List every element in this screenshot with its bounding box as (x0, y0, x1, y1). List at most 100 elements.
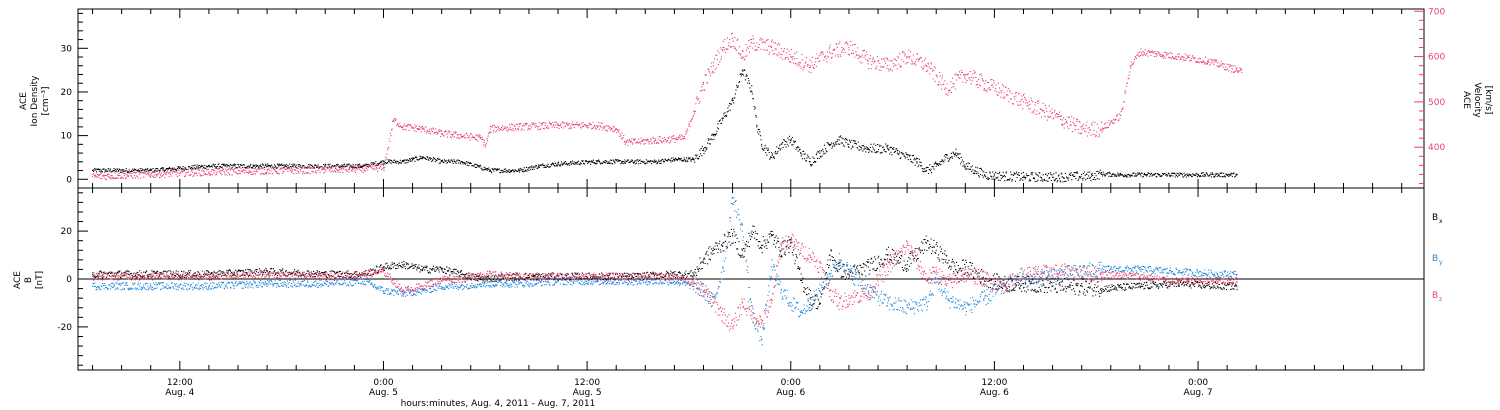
data-point-velocity-44 (1061, 119, 1063, 121)
series-Bz (91, 233, 1238, 331)
data-point-density-11 (460, 161, 462, 163)
data-point-Bz-49 (1236, 280, 1238, 282)
data-point-Bx-8 (421, 268, 423, 270)
data-point-Bx-29 (809, 297, 811, 299)
data-point-Bx-25 (770, 235, 773, 237)
data-point-Bx-40 (955, 268, 957, 270)
data-point-density-50 (993, 175, 996, 177)
data-point-density-15 (557, 163, 559, 165)
data-point-By-47 (1139, 268, 1141, 270)
data-point-Bz-7 (402, 290, 404, 292)
data-point-density-56 (1158, 174, 1160, 176)
data-point-By-36 (906, 307, 908, 309)
data-point-By-27 (790, 302, 792, 304)
data-point-Bx-47 (1139, 285, 1141, 287)
data-point-velocity-23 (702, 83, 705, 85)
data-point-Bx-49 (1216, 285, 1218, 287)
data-point-Bz-21 (732, 326, 734, 328)
x-axis-title: hours:minutes, Aug. 4, 2011 - Aug. 7, 20… (401, 399, 596, 409)
data-point-By-12 (518, 283, 520, 285)
data-point-density-41 (906, 156, 908, 158)
density-y-tick-label: 20 (61, 88, 73, 98)
data-point-velocity-11 (460, 135, 462, 137)
data-point-By-15 (635, 280, 637, 282)
data-point-density-30 (780, 143, 782, 145)
data-point-velocity-40 (984, 83, 986, 85)
data-point-density-29 (770, 156, 773, 158)
x-tick-label-time: 12:00 (981, 378, 1007, 388)
data-point-density-18 (654, 161, 656, 163)
b-axis-label-line1: ACE (13, 271, 23, 289)
bottom-panel-data (78, 197, 1424, 346)
data-point-Bz-26 (780, 242, 782, 244)
series-density (91, 69, 1238, 183)
data-point-velocity-43 (1042, 110, 1044, 112)
data-point-velocity-31 (809, 65, 811, 67)
data-point-velocity-9 (421, 128, 423, 130)
data-point-Bx-6 (382, 266, 385, 268)
legend-bz: B z (1432, 291, 1442, 303)
data-point-density-53 (1090, 175, 1092, 177)
data-point-Bz-43 (1022, 273, 1025, 275)
data-point-velocity-51 (1207, 60, 1209, 62)
data-point-density-26 (751, 91, 753, 93)
x-tick-label-date: Aug. 4 (165, 388, 194, 398)
data-point-velocity-6 (382, 167, 385, 169)
data-point-Bz-47 (1178, 280, 1180, 282)
data-point-Bz-44 (1061, 271, 1063, 273)
data-point-By-31 (828, 273, 831, 275)
data-point-density-14 (538, 165, 540, 167)
data-point-By-1 (150, 285, 152, 287)
data-point-density-4 (324, 165, 326, 167)
data-point-Bz-46 (1139, 276, 1141, 278)
data-point-Bx-20 (722, 242, 724, 244)
data-point-velocity-14 (489, 128, 491, 130)
data-point-density-12 (489, 169, 491, 172)
data-point-Bz-38 (935, 271, 937, 273)
data-point-density-40 (896, 152, 899, 154)
data-point-Bz-15 (635, 276, 637, 278)
data-point-density-20 (693, 159, 695, 161)
x-tick-label-time: 0:00 (373, 378, 393, 388)
data-point-velocity-13 (484, 144, 486, 146)
data-point-velocity-37 (925, 65, 928, 67)
data-point-Bx-36 (906, 264, 908, 266)
data-point-By-44 (1022, 278, 1025, 280)
data-point-By-11 (479, 283, 481, 285)
data-point-density-24 (732, 100, 734, 102)
data-point-velocity-29 (770, 46, 773, 49)
data-point-density-3 (266, 165, 268, 167)
data-point-density-55 (1119, 174, 1122, 176)
legend-by-subscript: y (1439, 259, 1443, 266)
data-point-velocity-1 (150, 173, 152, 175)
data-point-Bz-30 (819, 266, 821, 268)
data-point-Bx-39 (945, 259, 947, 261)
data-point-Bz-45 (1100, 273, 1102, 275)
data-point-velocity-46 (1100, 128, 1102, 130)
top-panel-data (91, 32, 1243, 183)
data-point-Bz-48 (1216, 280, 1218, 282)
data-point-By-50 (1236, 273, 1238, 275)
data-point-Bx-7 (402, 264, 404, 266)
data-point-Bx-45 (1061, 285, 1063, 287)
data-point-density-10 (441, 161, 443, 163)
data-point-density-33 (809, 161, 811, 163)
data-point-Bz-10 (460, 278, 462, 280)
velocity-y-tick-label: 700 (1428, 7, 1445, 17)
data-point-Bx-27 (790, 242, 792, 244)
data-point-By-45 (1061, 273, 1063, 275)
velocity-y-tick-label: 500 (1428, 98, 1445, 108)
data-point-velocity-5 (363, 168, 365, 170)
data-point-Bz-19 (712, 302, 714, 304)
x-tick-label-date: Aug. 6 (776, 388, 805, 398)
velocity-y-tick-label: 600 (1428, 53, 1445, 63)
b-axis-label-line3: [nT] (35, 271, 45, 289)
data-point-velocity-38 (945, 87, 947, 89)
data-point-Bx-32 (838, 268, 840, 270)
data-point-Bz-20 (722, 314, 724, 316)
x-tick-label-date: Aug. 6 (980, 388, 1009, 398)
data-point-By-48 (1178, 271, 1180, 273)
data-point-Bz-36 (906, 244, 908, 247)
data-point-Bz-35 (887, 266, 889, 268)
data-point-velocity-17 (596, 124, 598, 127)
